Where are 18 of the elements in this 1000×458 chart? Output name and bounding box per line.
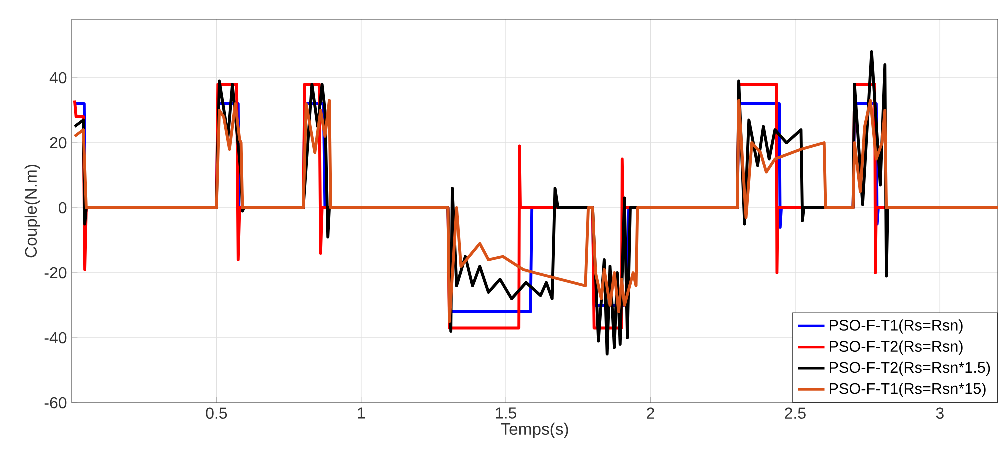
y-axis-title: Couple(N.m) xyxy=(24,165,40,258)
legend-label: PSO-F-T2(Rs=Rsn) xyxy=(830,340,963,356)
x-axis-title: Temps(s) xyxy=(501,422,568,438)
y-tick-label: -40 xyxy=(44,332,67,344)
y-tick-label: 40 xyxy=(50,72,67,84)
y-tick-label: 20 xyxy=(50,137,67,149)
x-tick-label: 1.5 xyxy=(496,408,517,419)
x-tick-label: 1 xyxy=(358,408,366,419)
x-tick-label: 0.5 xyxy=(206,408,228,420)
legend-label: PSO-F-T1(Rs=Rsn) xyxy=(830,320,963,334)
x-tick-label: 2.5 xyxy=(785,408,806,420)
y-tick-label: 0 xyxy=(59,202,67,214)
x-tick-label: 3 xyxy=(936,408,944,420)
legend-label: PSO-F-T1(Rs=Rsn*15) xyxy=(830,382,986,398)
y-tick-label: -60 xyxy=(44,397,67,409)
legend-label: PSO-F-T2(Rs=Rsn*1.5) xyxy=(830,362,990,376)
y-tick-label: -20 xyxy=(44,267,67,279)
x-tick-label: 2 xyxy=(647,408,654,419)
